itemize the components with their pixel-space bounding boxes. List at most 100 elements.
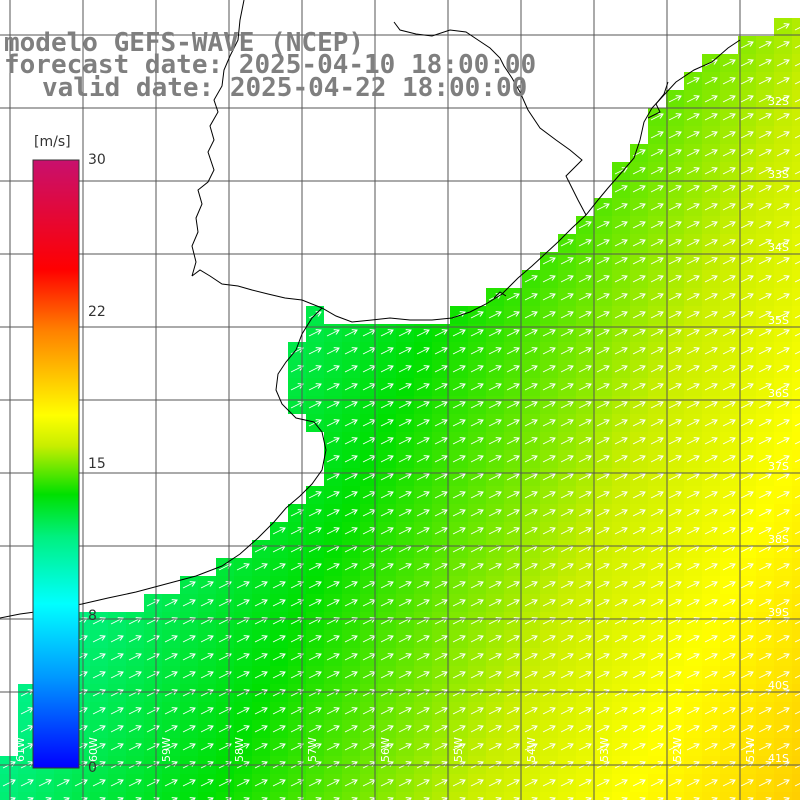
wind-speed-cell xyxy=(792,126,800,144)
latitude-label: 40S xyxy=(768,679,789,692)
wind-speed-cell xyxy=(792,72,800,90)
wind-speed-cell xyxy=(792,414,800,432)
longitude-label: 56W xyxy=(379,737,392,762)
wind-speed-cell xyxy=(792,234,800,252)
colorbar xyxy=(32,159,80,769)
wind-speed-cell xyxy=(432,792,450,800)
colorbar-tick-8: 8 xyxy=(88,608,97,624)
colorbar-tick-15: 15 xyxy=(88,456,106,472)
wind-speed-cell xyxy=(558,792,576,800)
longitude-label: 57W xyxy=(306,737,319,762)
wind-speed-cell xyxy=(792,288,800,306)
wind-speed-cell xyxy=(792,594,800,612)
wind-speed-cell xyxy=(414,792,432,800)
longitude-label: 61W xyxy=(14,737,27,762)
wind-speed-cell xyxy=(306,792,324,800)
wind-speed-cell xyxy=(450,792,468,800)
wind-speed-cell xyxy=(18,792,36,800)
colorbar-tick-0: 0 xyxy=(88,760,97,776)
longitude-label: 54W xyxy=(525,737,538,762)
wind-speed-cell xyxy=(738,792,756,800)
wind-speed-cell xyxy=(54,792,72,800)
wind-speed-cell xyxy=(396,792,414,800)
wind-speed-cell xyxy=(72,792,90,800)
wind-speed-cell xyxy=(324,792,342,800)
wind-speed-cell xyxy=(792,504,800,522)
wind-speed-cell xyxy=(756,792,774,800)
wind-speed-cell xyxy=(792,144,800,162)
wind-speed-cell xyxy=(108,792,126,800)
wind-speed-field xyxy=(0,18,800,800)
wind-speed-cell xyxy=(0,792,18,800)
longitude-label: 58W xyxy=(233,737,246,762)
wind-speed-cell xyxy=(792,738,800,756)
wind-speed-cell xyxy=(792,540,800,558)
wind-speed-cell xyxy=(342,792,360,800)
latitude-label: 37S xyxy=(768,460,789,473)
wind-speed-cell xyxy=(720,792,738,800)
wind-speed-cell xyxy=(792,576,800,594)
wind-speed-cell xyxy=(792,486,800,504)
wind-speed-cell xyxy=(90,792,108,800)
wind-speed-cell xyxy=(270,792,288,800)
wind-speed-cell xyxy=(792,630,800,648)
wind-speed-cell xyxy=(216,792,234,800)
wind-speed-cell xyxy=(792,378,800,396)
latitude-label: 35S xyxy=(768,314,789,327)
latitude-label: 32S xyxy=(768,95,789,108)
wind-speed-cell xyxy=(792,774,800,792)
latitude-label: 36S xyxy=(768,387,789,400)
colorbar-gradient xyxy=(32,159,80,769)
wind-speed-cell xyxy=(792,162,800,180)
wind-speed-cell xyxy=(792,522,800,540)
latitude-label: 34S xyxy=(768,241,789,254)
wind-speed-cell xyxy=(468,792,486,800)
wind-speed-cell xyxy=(198,792,216,800)
wind-speed-cell xyxy=(792,450,800,468)
wind-speed-cell xyxy=(792,54,800,72)
longitude-label: 51W xyxy=(744,737,757,762)
longitude-label: 60W xyxy=(87,737,100,762)
wind-speed-cell xyxy=(792,108,800,126)
wind-speed-cell xyxy=(792,18,800,36)
wind-speed-cell xyxy=(792,684,800,702)
wind-speed-cell xyxy=(792,648,800,666)
wind-speed-cell xyxy=(792,252,800,270)
wind-speed-cell xyxy=(792,432,800,450)
title-valid-date: valid date: 2025-04-22 18:00:00 xyxy=(42,73,528,103)
wind-speed-cell xyxy=(792,558,800,576)
wind-speed-cell xyxy=(576,792,594,800)
wind-speed-cell xyxy=(540,792,558,800)
wind-speed-cell xyxy=(792,270,800,288)
wind-speed-cell xyxy=(792,342,800,360)
wind-speed-cell xyxy=(144,792,162,800)
wind-speed-cell xyxy=(702,792,720,800)
wind-speed-cell xyxy=(774,792,792,800)
wind-speed-cell xyxy=(792,306,800,324)
wind-speed-cell xyxy=(378,792,396,800)
wind-speed-cell xyxy=(612,792,630,800)
longitude-label: 52W xyxy=(671,737,684,762)
wind-speed-cell xyxy=(504,792,522,800)
longitude-label: 53W xyxy=(598,737,611,762)
wind-speed-cell xyxy=(792,360,800,378)
wind-speed-cell xyxy=(666,792,684,800)
wind-speed-cell xyxy=(792,468,800,486)
wind-speed-cell xyxy=(630,792,648,800)
wind-speed-cell xyxy=(792,216,800,234)
wind-speed-cell xyxy=(126,792,144,800)
latitude-label: 39S xyxy=(768,606,789,619)
wind-speed-cell xyxy=(684,792,702,800)
wind-speed-cell xyxy=(594,792,612,800)
wind-speed-cell xyxy=(648,792,666,800)
wind-speed-cell xyxy=(792,198,800,216)
wind-speed-cell xyxy=(792,702,800,720)
wind-speed-cell xyxy=(486,792,504,800)
wind-speed-cell xyxy=(792,792,800,800)
wind-speed-cell xyxy=(792,324,800,342)
colorbar-tick-30: 30 xyxy=(88,152,106,168)
latitude-label: 38S xyxy=(768,533,789,546)
wind-speed-cell xyxy=(792,720,800,738)
